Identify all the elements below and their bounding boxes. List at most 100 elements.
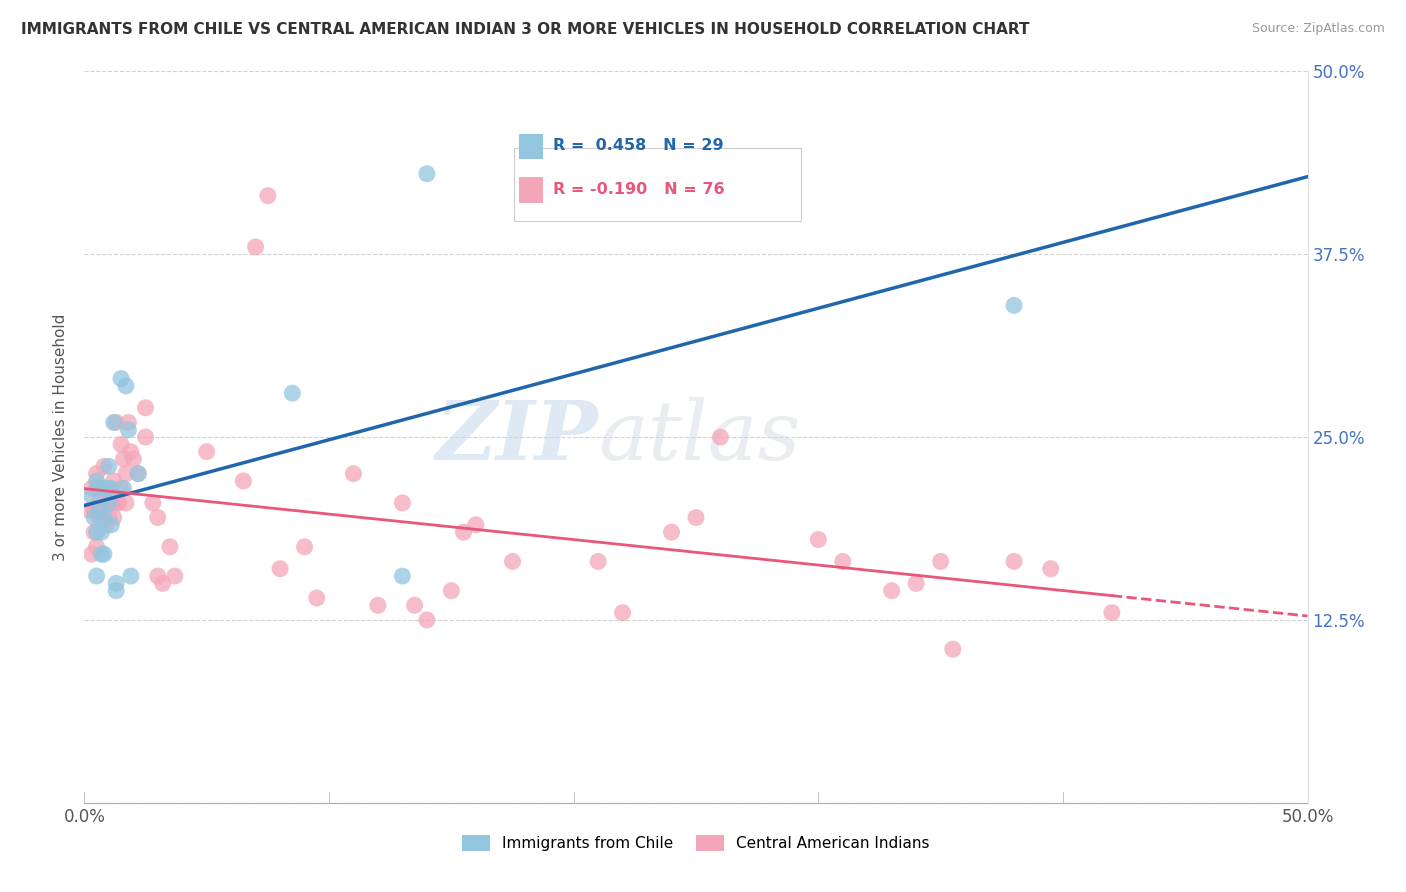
Point [880, 583, 903, 598]
Point [1101, 606, 1123, 620]
Point [96, 517, 118, 532]
Point [100, 489, 122, 503]
Point [709, 430, 731, 444]
Text: R = -0.190   N = 76: R = -0.190 N = 76 [553, 182, 724, 197]
Point [96, 481, 118, 495]
Point [612, 606, 634, 620]
Text: atlas: atlas [598, 397, 800, 477]
Point [87, 481, 110, 495]
Point [942, 642, 965, 657]
Point [661, 525, 683, 540]
Point [416, 167, 439, 181]
Text: IMMIGRANTS FROM CHILE VS CENTRAL AMERICAN INDIAN 3 OR MORE VEHICLES IN HOUSEHOLD: IMMIGRANTS FROM CHILE VS CENTRAL AMERICA… [21, 22, 1029, 37]
Point [269, 562, 291, 576]
Point [107, 496, 129, 510]
Point [416, 613, 439, 627]
FancyBboxPatch shape [513, 148, 801, 221]
Point [163, 569, 186, 583]
Point [905, 576, 928, 591]
Point [86, 503, 108, 517]
Point [83, 525, 105, 540]
Point [120, 444, 142, 458]
Point [112, 452, 135, 467]
Point [115, 379, 138, 393]
Point [100, 496, 122, 510]
Point [87, 503, 110, 517]
Point [159, 540, 181, 554]
Point [135, 430, 157, 444]
Point [117, 416, 139, 430]
Point [127, 467, 149, 481]
Text: Source: ZipAtlas.com: Source: ZipAtlas.com [1251, 22, 1385, 36]
Point [807, 533, 830, 547]
Point [294, 540, 316, 554]
Point [80, 489, 103, 503]
Point [90, 525, 112, 540]
Point [685, 510, 707, 524]
Point [100, 517, 122, 532]
Point [87, 510, 110, 524]
Point [96, 496, 118, 510]
Point [115, 467, 138, 481]
Point [86, 481, 108, 495]
Point [105, 416, 128, 430]
Point [77, 503, 100, 517]
Point [245, 240, 267, 254]
Point [127, 467, 149, 481]
Point [110, 371, 132, 385]
Point [142, 496, 165, 510]
Point [146, 569, 169, 583]
Point [115, 496, 138, 510]
Point [87, 481, 110, 495]
Point [831, 554, 853, 568]
Point [103, 474, 125, 488]
Point [367, 599, 389, 613]
Point [257, 188, 280, 202]
Point [122, 452, 145, 467]
Point [97, 481, 120, 495]
Point [80, 547, 103, 561]
Point [93, 547, 115, 561]
Point [97, 510, 120, 524]
Point [97, 496, 120, 510]
Point [105, 576, 128, 591]
Point [86, 474, 108, 488]
Point [502, 554, 524, 568]
Point [195, 444, 218, 458]
Y-axis label: 3 or more Vehicles in Household: 3 or more Vehicles in Household [53, 313, 69, 561]
Legend: Immigrants from Chile, Central American Indians: Immigrants from Chile, Central American … [457, 830, 935, 857]
Point [404, 599, 426, 613]
Point [342, 467, 364, 481]
Text: R =  0.458   N = 29: R = 0.458 N = 29 [553, 138, 724, 153]
Point [87, 496, 110, 510]
Point [305, 591, 328, 605]
Point [464, 517, 486, 532]
Point [86, 467, 108, 481]
Point [440, 583, 463, 598]
Point [1039, 562, 1062, 576]
Point [105, 583, 128, 598]
Bar [519, 178, 543, 203]
Point [93, 510, 115, 524]
Point [586, 554, 609, 568]
Point [103, 416, 125, 430]
Point [90, 547, 112, 561]
Point [152, 576, 174, 591]
Point [391, 496, 413, 510]
Point [93, 503, 115, 517]
Point [83, 503, 105, 517]
Point [86, 540, 108, 554]
Point [93, 481, 115, 495]
Point [103, 510, 125, 524]
Point [90, 503, 112, 517]
Point [97, 496, 120, 510]
Point [281, 386, 304, 401]
Point [1002, 554, 1025, 568]
Point [90, 481, 112, 495]
Point [93, 459, 115, 474]
Point [110, 481, 132, 495]
Point [135, 401, 157, 415]
Point [112, 481, 135, 495]
Point [146, 510, 169, 524]
Point [453, 525, 475, 540]
